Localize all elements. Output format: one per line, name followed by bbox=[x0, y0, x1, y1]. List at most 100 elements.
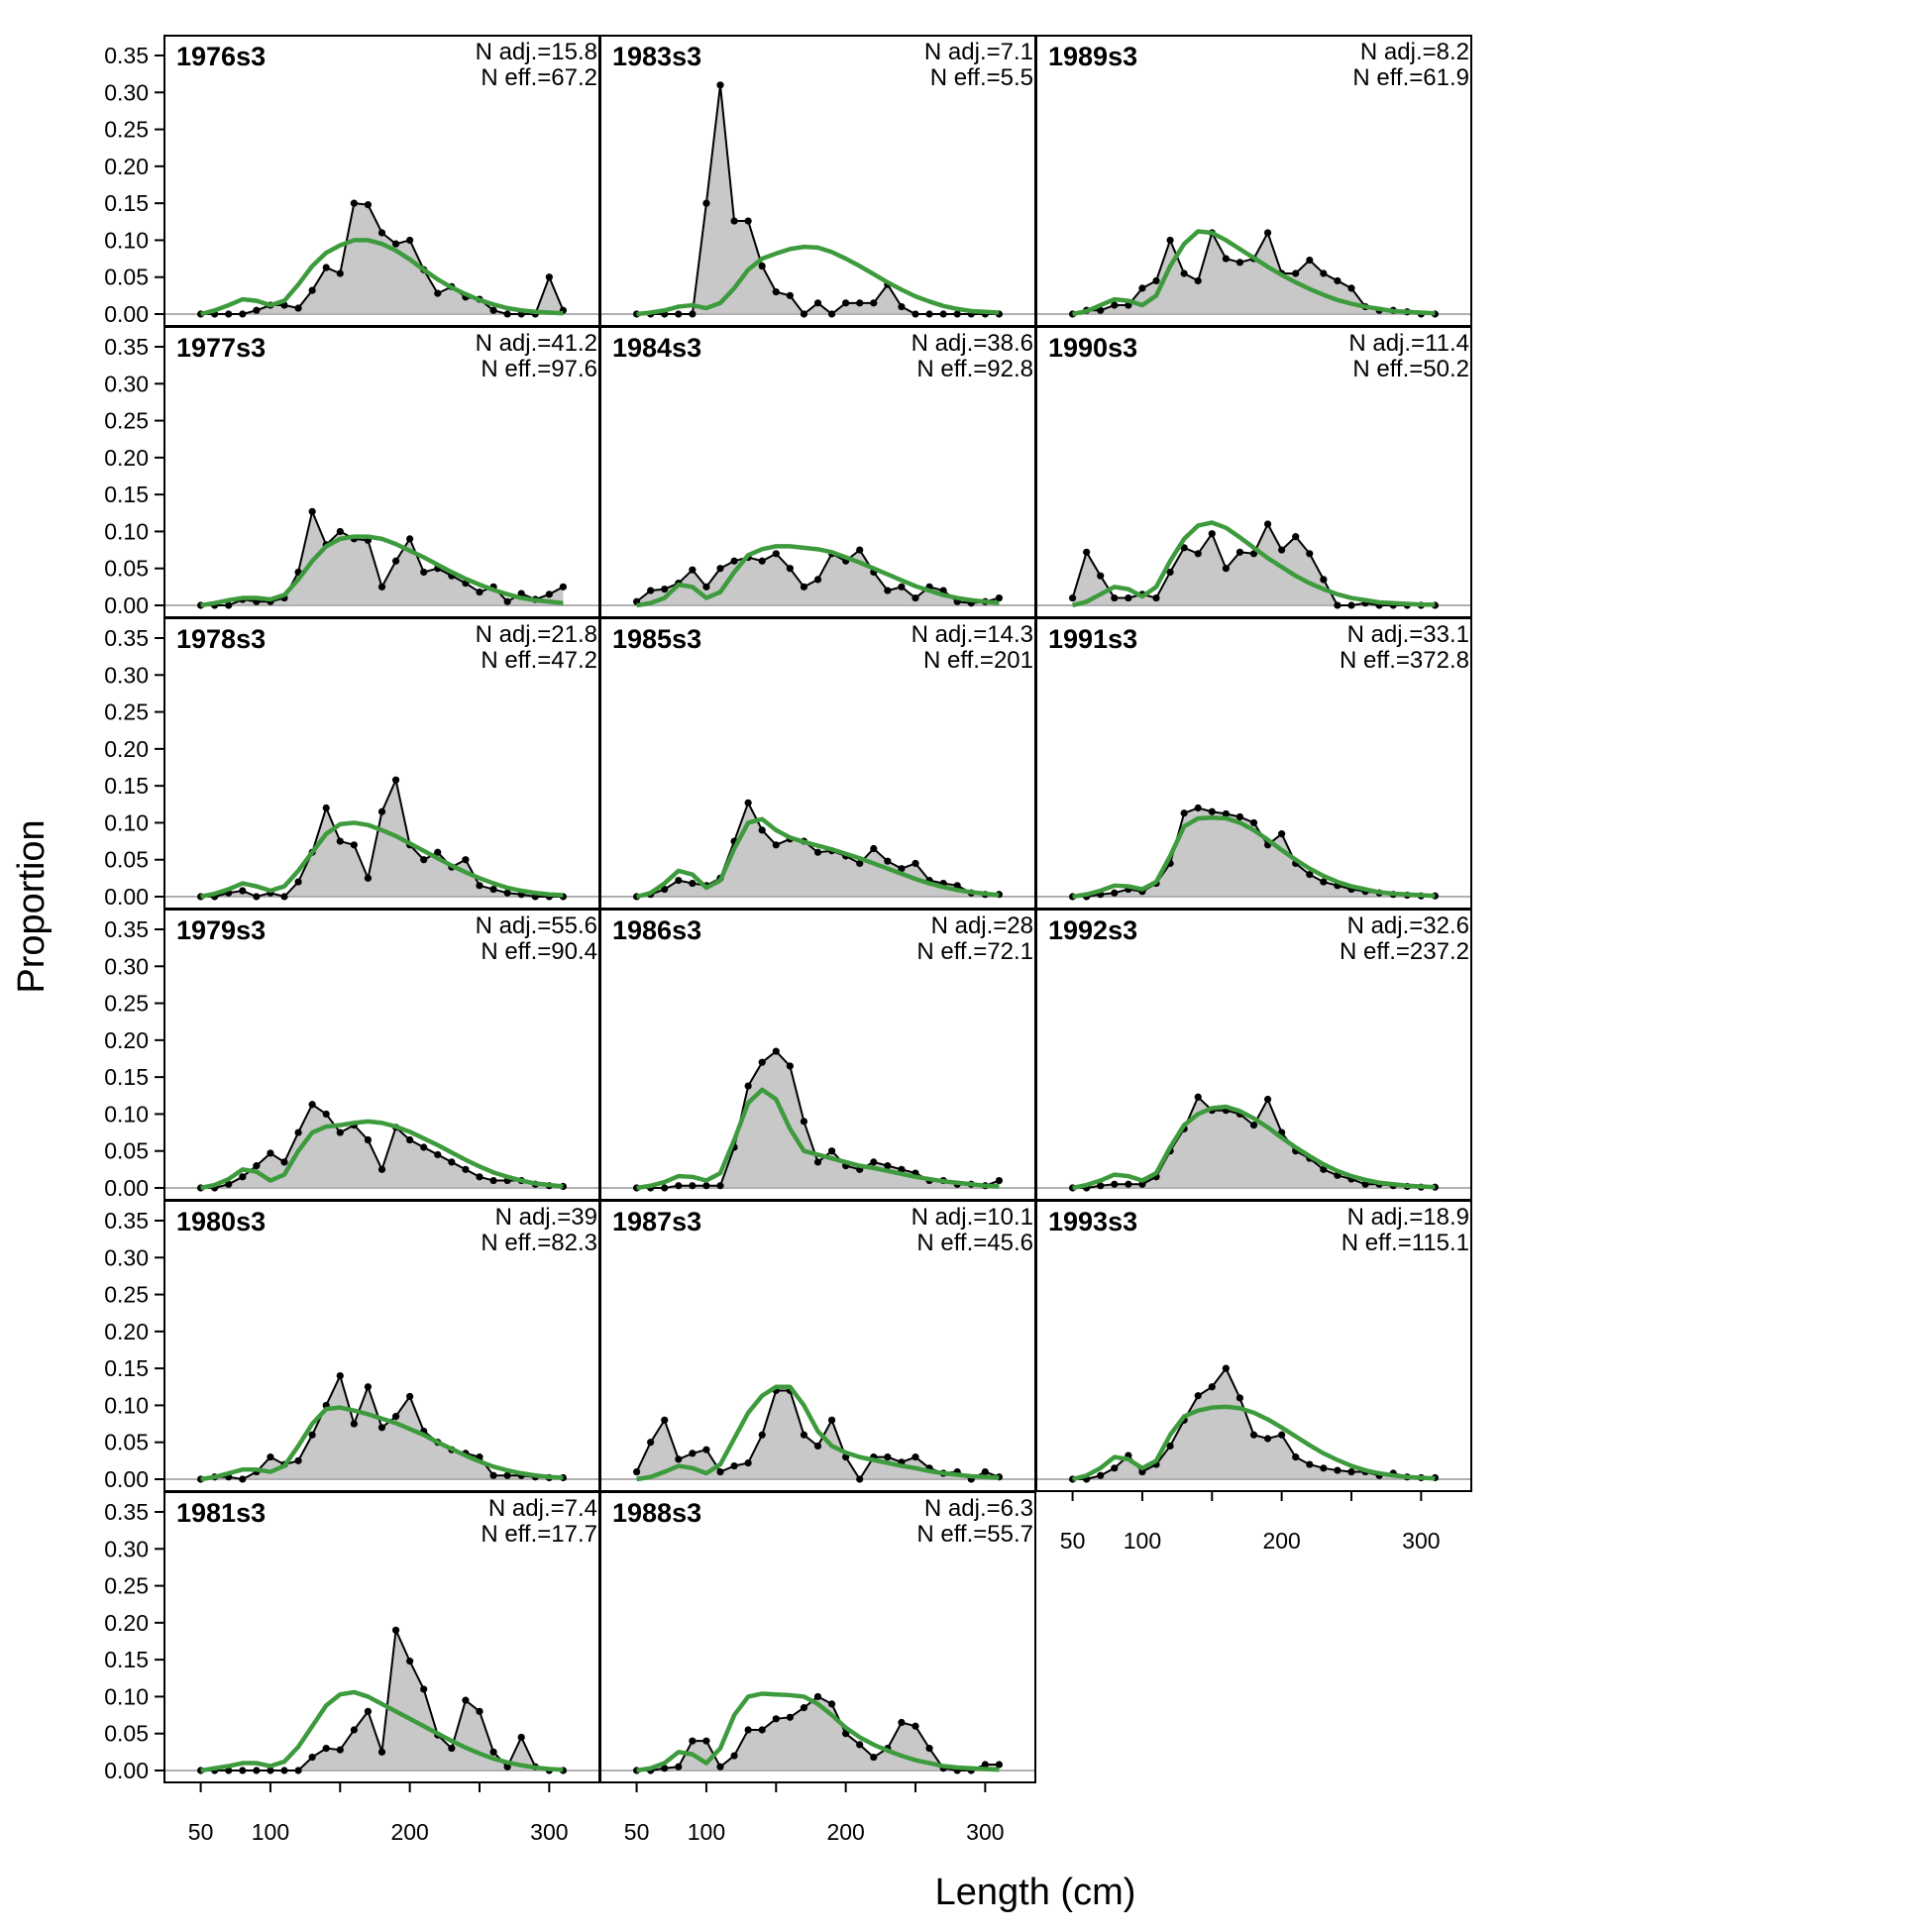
observed-point bbox=[322, 1110, 330, 1119]
observed-point bbox=[1194, 1392, 1202, 1400]
panel-n-adj: N adj.=21.8 bbox=[476, 621, 597, 648]
expected-line bbox=[1072, 1404, 1436, 1482]
y-tick-label: 0.00 bbox=[104, 592, 149, 618]
observed-point bbox=[1180, 269, 1188, 277]
observed-point bbox=[813, 1442, 822, 1450]
observed-point bbox=[350, 1420, 358, 1428]
y-tick-label: 0.00 bbox=[104, 1466, 149, 1492]
observed-point bbox=[489, 306, 497, 314]
observed-point bbox=[827, 1700, 836, 1708]
expected-line bbox=[200, 1119, 564, 1191]
observed-point bbox=[647, 587, 655, 594]
panel-1993s3: 1993s3 N adj.=18.9N eff.=115.1 bbox=[1035, 1200, 1472, 1492]
observed-point bbox=[702, 583, 710, 590]
y-tick-label: 0.00 bbox=[104, 1758, 149, 1783]
observed-point bbox=[647, 1439, 655, 1447]
panel-1981s3: 1981s3 N adj.=7.4N eff.=17.7 bbox=[163, 1491, 600, 1783]
observed-point bbox=[377, 229, 386, 237]
y-tick-label: 0.25 bbox=[104, 1282, 149, 1308]
observed-point bbox=[1249, 1431, 1258, 1439]
panel-1977s3: 1977s3 N adj.=41.2N eff.=97.6 bbox=[163, 326, 600, 618]
y-tick-label: 0.10 bbox=[104, 1101, 149, 1127]
observed-point bbox=[1097, 1471, 1105, 1479]
observed-point bbox=[744, 1082, 752, 1090]
observed-point bbox=[1208, 530, 1216, 538]
observed-point bbox=[800, 1704, 808, 1712]
panel-title: 1988s3 bbox=[612, 1498, 701, 1528]
panel-n-adj: N adj.=14.3 bbox=[912, 621, 1033, 648]
y-tick-label: 0.10 bbox=[104, 1392, 149, 1418]
panel-title: 1989s3 bbox=[1048, 42, 1137, 71]
observed-point bbox=[336, 269, 344, 277]
observed-area bbox=[636, 1051, 1000, 1188]
observed-point bbox=[489, 885, 497, 894]
observed-point bbox=[1263, 1435, 1272, 1443]
y-tick-label: 0.00 bbox=[104, 884, 149, 910]
observed-point bbox=[1152, 593, 1160, 602]
x-tick-label: 50 bbox=[188, 1819, 214, 1845]
observed-point bbox=[406, 535, 414, 543]
observed-point bbox=[716, 1763, 724, 1771]
observed-point bbox=[350, 1726, 358, 1734]
observed-area bbox=[636, 803, 1000, 897]
observed-point bbox=[253, 306, 261, 314]
panel-title: 1978s3 bbox=[176, 624, 266, 654]
observed-point bbox=[434, 1150, 442, 1159]
panel-n-eff: N eff.=90.4 bbox=[481, 938, 597, 965]
x-tick-label: 200 bbox=[826, 1819, 864, 1845]
observed-point bbox=[856, 1741, 864, 1749]
observed-point bbox=[758, 557, 766, 565]
observed-area bbox=[1072, 1368, 1436, 1479]
x-tick-label: 100 bbox=[1124, 1528, 1161, 1554]
observed-point bbox=[1194, 1093, 1202, 1101]
observed-point bbox=[898, 583, 906, 590]
observed-point bbox=[1152, 276, 1160, 285]
panel-n-adj: N adj.=7.1 bbox=[924, 39, 1033, 65]
observed-point bbox=[1306, 1460, 1314, 1468]
panel-1988s3: 1988s3 N adj.=6.3N eff.=55.7 bbox=[599, 1491, 1036, 1783]
observed-point bbox=[1166, 568, 1174, 577]
y-tick-label: 0.15 bbox=[104, 1355, 149, 1381]
y-tick-label: 0.20 bbox=[104, 1319, 149, 1344]
observed-area bbox=[200, 511, 564, 605]
panel-title: 1983s3 bbox=[612, 42, 701, 71]
observed-point bbox=[730, 1461, 738, 1470]
observed-point bbox=[800, 1118, 808, 1126]
observed-point bbox=[420, 1685, 428, 1693]
observed-point bbox=[267, 1767, 274, 1774]
panel-n-eff: N eff.=72.1 bbox=[916, 938, 1033, 965]
observed-point bbox=[267, 1149, 274, 1157]
panel-n-eff: N eff.=47.2 bbox=[481, 647, 597, 674]
observed-point bbox=[772, 841, 780, 849]
panel-1985s3: 1985s3 N adj.=14.3N eff.=201 bbox=[599, 617, 1036, 910]
y-tick-label: 0.20 bbox=[104, 736, 149, 762]
observed-point bbox=[406, 236, 414, 245]
observed-point bbox=[476, 1707, 483, 1715]
y-tick-label: 0.05 bbox=[104, 556, 149, 582]
panel-n-adj: N adj.=32.6 bbox=[1347, 912, 1469, 939]
observed-point bbox=[476, 588, 483, 596]
panel-frame bbox=[599, 1491, 1036, 1783]
expected-line bbox=[636, 1384, 1000, 1482]
expected-line bbox=[636, 1691, 1000, 1773]
panel-n-adj: N adj.=38.6 bbox=[912, 330, 1033, 357]
observed-point bbox=[995, 593, 1004, 602]
observed-point bbox=[294, 1456, 302, 1464]
observed-point bbox=[1292, 1453, 1300, 1461]
observed-point bbox=[1278, 546, 1286, 554]
observed-point bbox=[267, 1453, 274, 1461]
panel-n-adj: N adj.=33.1 bbox=[1347, 621, 1469, 648]
y-tick-label: 0.25 bbox=[104, 408, 149, 434]
panel-n-adj: N adj.=7.4 bbox=[488, 1495, 597, 1522]
observed-point bbox=[689, 879, 697, 888]
observed-point bbox=[239, 887, 247, 895]
observed-point bbox=[772, 1715, 780, 1723]
observed-point bbox=[225, 1767, 233, 1774]
y-tick-label: 0.30 bbox=[104, 1536, 149, 1561]
observed-point bbox=[689, 566, 697, 574]
observed-point bbox=[559, 583, 568, 590]
observed-point bbox=[377, 807, 386, 815]
panel-n-adj: N adj.=41.2 bbox=[476, 330, 597, 357]
observed-point bbox=[391, 240, 400, 248]
observed-point bbox=[462, 1696, 470, 1704]
